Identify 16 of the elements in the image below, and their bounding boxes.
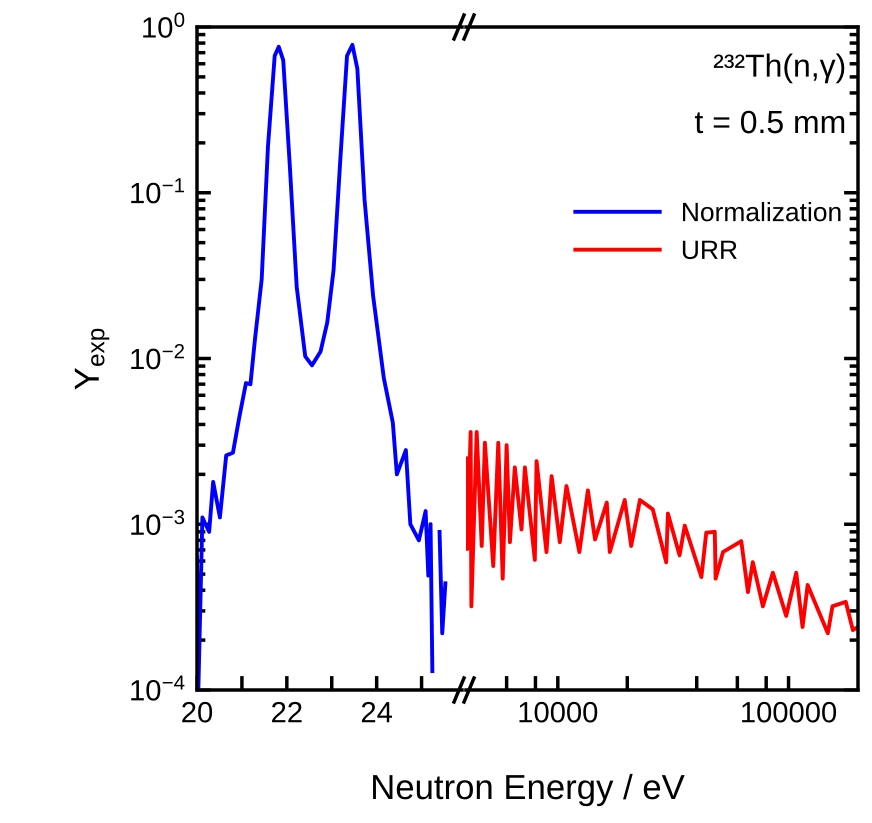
x-tick-label: 24 [362, 702, 392, 722]
annotation: t = 0.5 mm [694, 110, 844, 134]
y-tick-label: 10$^{−1}$ [131, 178, 184, 204]
annotation: ²³²Th(n,γ) [714, 54, 844, 84]
y-tick-label: 10$^{−3}$ [131, 510, 184, 536]
legend-label: URR [682, 240, 737, 260]
y-axis-title: Y$_{exp}$ [74, 328, 110, 390]
x-tick-label: 100000 [742, 702, 836, 723]
x-tick-label: 10000 [519, 702, 598, 723]
y-tick-label: 10$^{−2}$ [131, 344, 184, 370]
legend-label: Normalization [683, 202, 840, 222]
x-axis-title: Neutron Energy / eV [373, 774, 685, 806]
y-tick-label: 10$^{−4}$ [131, 675, 184, 701]
y-tick-label: 10$^{0}$ [143, 12, 184, 38]
x-tick-label: 22 [272, 702, 302, 722]
x-tick-label: 20 [182, 702, 212, 723]
